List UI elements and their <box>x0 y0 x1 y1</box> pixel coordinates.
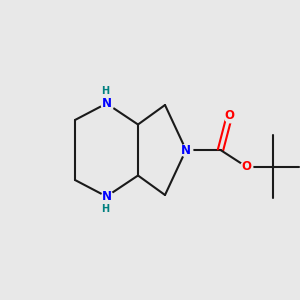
Text: N: N <box>101 97 112 110</box>
Text: H: H <box>101 86 109 96</box>
Text: N: N <box>101 190 112 203</box>
Text: O: O <box>224 109 235 122</box>
Text: H: H <box>101 204 109 214</box>
Text: O: O <box>241 160 251 173</box>
Text: N: N <box>181 143 191 157</box>
